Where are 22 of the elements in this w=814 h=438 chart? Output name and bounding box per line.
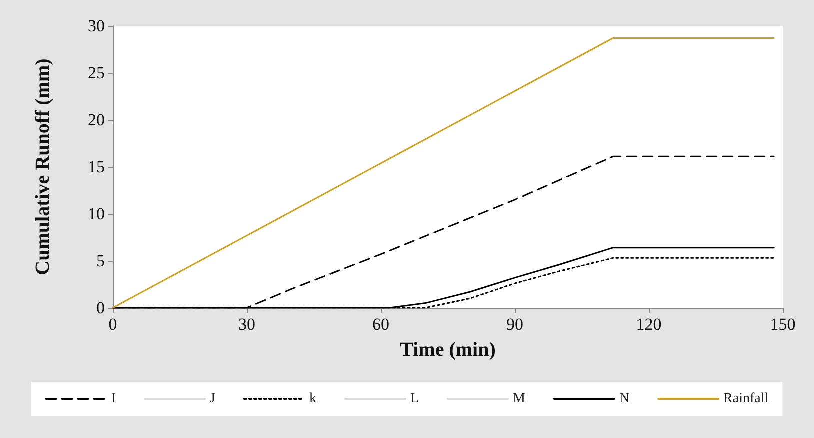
legend-label: Rainfall xyxy=(724,392,769,406)
x-axis-title: Time (min) xyxy=(400,339,496,361)
x-tick-label: 60 xyxy=(372,315,390,334)
x-tick-label: 150 xyxy=(770,315,796,334)
legend-label: M xyxy=(513,392,526,406)
legend-label: k xyxy=(309,392,316,406)
y-axis-title: Cumulative Runoff (mm) xyxy=(32,58,54,276)
legend-label: I xyxy=(111,392,116,406)
x-tick-label: 120 xyxy=(636,315,662,334)
y-tick-label: 20 xyxy=(88,110,105,130)
y-tick-label: 5 xyxy=(96,252,105,270)
y-tick-label: 10 xyxy=(88,204,105,224)
y-tick-label: 25 xyxy=(88,64,105,82)
y-tick-label: 0 xyxy=(96,298,105,318)
x-tick-label: 90 xyxy=(506,315,524,334)
x-tick-label: 30 xyxy=(238,315,256,334)
x-tick-label: 0 xyxy=(108,315,118,334)
y-tick-label: 30 xyxy=(88,16,105,36)
y-tick-label: 15 xyxy=(88,158,105,176)
legend-label: N xyxy=(619,392,630,406)
legend-label: J xyxy=(210,392,216,406)
legend-label: L xyxy=(410,392,420,406)
